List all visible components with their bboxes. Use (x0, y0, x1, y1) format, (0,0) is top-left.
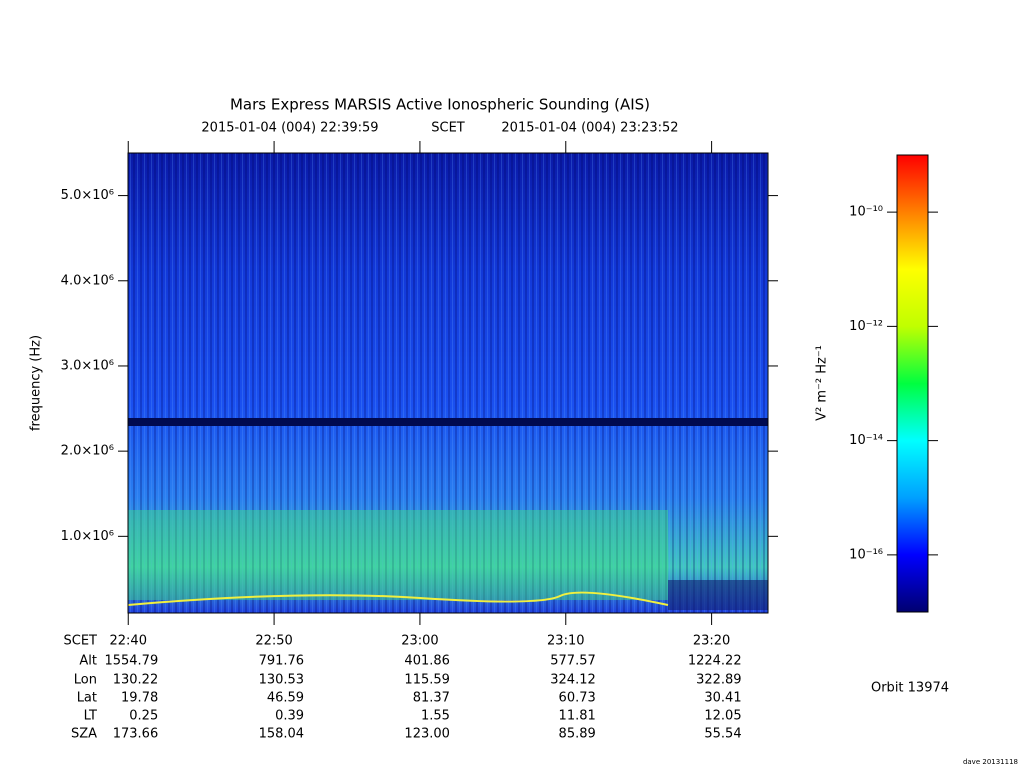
ephemeris-label: Lon (74, 673, 97, 688)
plot-frame (127, 152, 769, 614)
ephemeris-value: 12.05 (704, 709, 741, 724)
colorbar-tick-label: 10⁻¹⁰ (849, 205, 883, 220)
ephemeris-value: 1224.22 (688, 654, 742, 669)
ephemeris-value: 11.81 (559, 709, 596, 724)
ephemeris-value: 46.59 (267, 691, 304, 706)
footer: dave 20131118 (963, 758, 1018, 766)
ephemeris-label: Alt (79, 654, 97, 669)
spectrogram (127, 153, 768, 613)
subtitle-start: 2015-01-04 (004) 22:39:59 (201, 121, 378, 136)
colorbar (896, 154, 929, 613)
ephemeris-value: 30.41 (704, 691, 741, 706)
colorbar-label: V² m⁻² Hz⁻¹ (815, 345, 830, 421)
ephemeris-value: 322.89 (696, 673, 742, 688)
ephemeris-value: 0.39 (275, 709, 304, 724)
ephemeris-value: 1.55 (421, 709, 450, 724)
ephemeris-value: 173.66 (113, 727, 159, 742)
x-tick-label: 22:40 (110, 634, 147, 649)
y-tick-label: 1.0×10⁶ (61, 529, 114, 544)
ephemeris-value: 115.59 (404, 673, 450, 688)
ephemeris-value: 324.12 (550, 673, 596, 688)
ephemeris-value: 60.73 (559, 691, 596, 706)
x-tick-label: 22:50 (255, 634, 292, 649)
ephemeris-value: 577.57 (550, 654, 596, 669)
ephemeris-value: 55.54 (704, 727, 741, 742)
ephemeris-value: 130.22 (113, 673, 159, 688)
ephemeris-label: LT (84, 709, 97, 724)
x-tick-label: 23:20 (693, 634, 730, 649)
x-tick-label: 23:10 (547, 634, 584, 649)
ephemeris-value: 791.76 (259, 654, 305, 669)
ephemeris-value: 81.37 (413, 691, 450, 706)
chart-title: Mars Express MARSIS Active Ionospheric S… (230, 96, 650, 114)
ephemeris-label: Lat (77, 691, 97, 706)
colorbar-tick-label: 10⁻¹² (849, 319, 883, 334)
ephemeris-value: 85.89 (559, 727, 596, 742)
ephemeris-label: SCET (64, 634, 98, 649)
y-axis-label: frequency (Hz) (29, 335, 44, 431)
ephemeris-value: 123.00 (404, 727, 450, 742)
y-tick-label: 3.0×10⁶ (61, 358, 114, 373)
colorbar-tick-label: 10⁻¹⁴ (849, 433, 883, 448)
subtitle-end: 2015-01-04 (004) 23:23:52 (501, 121, 678, 136)
ephemeris-value: 401.86 (404, 654, 450, 669)
ephemeris-value: 158.04 (259, 727, 305, 742)
subtitle-scet: SCET (431, 121, 465, 136)
orbit-label: Orbit 13974 (871, 681, 949, 696)
ephemeris-value: 1554.79 (104, 654, 158, 669)
x-tick-label: 23:00 (401, 634, 438, 649)
y-tick-label: 4.0×10⁶ (61, 273, 114, 288)
ephemeris-value: 19.78 (121, 691, 158, 706)
y-tick-label: 2.0×10⁶ (61, 444, 114, 459)
ephemeris-label: SZA (71, 727, 97, 742)
ephemeris-value: 0.25 (129, 709, 158, 724)
colorbar-tick-label: 10⁻¹⁶ (849, 547, 883, 562)
y-tick-label: 5.0×10⁶ (61, 188, 114, 203)
ephemeris-value: 130.53 (259, 673, 305, 688)
